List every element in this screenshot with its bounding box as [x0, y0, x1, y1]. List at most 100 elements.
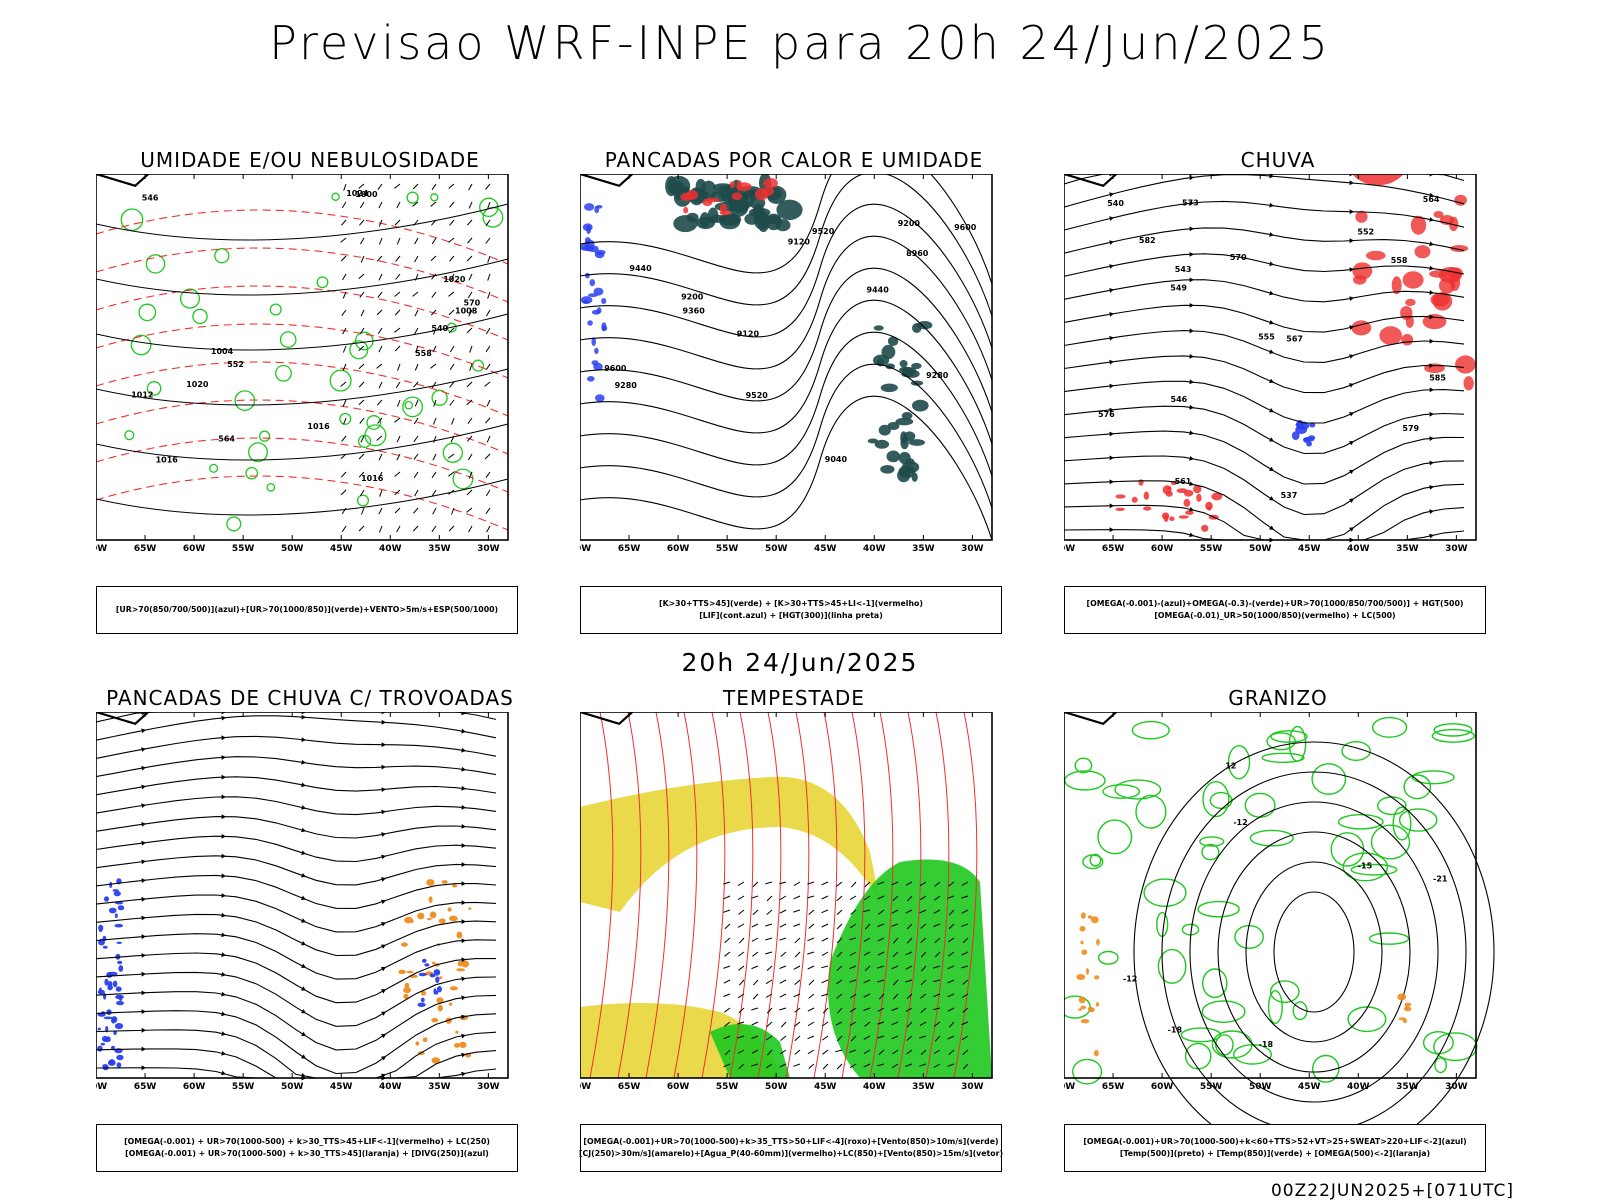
lon-tick-label: 40W	[1347, 544, 1370, 554]
streamline-arrow	[1109, 288, 1114, 293]
wind-vector	[340, 237, 347, 243]
streamline-arrow	[1429, 387, 1434, 393]
wind-vector	[396, 525, 401, 533]
wind-vector	[395, 255, 401, 262]
divergence-area	[116, 941, 122, 944]
streamline-arrow	[461, 976, 466, 982]
lon-tick-label: 40W	[379, 544, 402, 554]
humidity-contour	[349, 340, 369, 360]
wind-vector	[821, 895, 829, 900]
wind-vector	[821, 951, 829, 957]
rain-area-red	[1455, 355, 1476, 374]
lon-tick-label: 60W	[1151, 544, 1174, 554]
instability-area	[707, 207, 719, 224]
streamline-arrow	[141, 1046, 146, 1052]
omega-500-area	[1397, 993, 1407, 1001]
wind-vector	[466, 381, 473, 388]
wind-vector	[933, 965, 941, 969]
wind-vector	[808, 923, 815, 929]
streamline-arrow	[1349, 267, 1354, 272]
pressure-contour	[96, 423, 509, 461]
streamline-arrow	[301, 941, 306, 946]
contour-label: 9600	[954, 223, 977, 232]
wind-vector	[891, 881, 899, 886]
wind-vector	[378, 201, 383, 209]
wind-vector	[752, 979, 759, 986]
wind-vector	[863, 895, 871, 901]
wind-vector	[779, 993, 787, 998]
streamline-arrow	[141, 784, 146, 790]
contour-label: 561	[1175, 477, 1192, 486]
wind-vector	[920, 979, 927, 986]
wind-vector	[751, 965, 759, 970]
wind-vector	[448, 489, 455, 495]
wind-vector	[933, 909, 941, 914]
wind-vector	[484, 381, 491, 387]
divergence-area	[435, 976, 440, 983]
thickness-contour	[96, 323, 509, 379]
wind-vector	[378, 453, 383, 461]
wind-vector	[360, 507, 365, 515]
streamline-arrow	[221, 991, 226, 997]
wind-vector	[906, 895, 913, 902]
wind-vector	[378, 219, 383, 227]
divergence-area	[433, 988, 437, 995]
streamline-850	[673, 712, 698, 1079]
streamline-arrow	[141, 878, 146, 883]
streamline	[1064, 405, 1465, 455]
streamline-arrow	[1429, 217, 1434, 222]
wind-vector	[359, 489, 365, 497]
wind-vector	[877, 923, 885, 927]
streamline-arrow	[1189, 353, 1194, 359]
wind-vector	[486, 435, 491, 443]
streamline-arrow	[1189, 404, 1194, 410]
contour-label: 9200	[898, 219, 921, 228]
streamline-arrow	[1429, 338, 1434, 344]
wind-vector	[850, 881, 857, 888]
lon-tick-label: 40W	[379, 1082, 402, 1092]
pressure-contour	[96, 313, 509, 351]
thickness-contour	[96, 209, 509, 265]
streamline-arrow	[461, 805, 466, 810]
wind-vector	[396, 237, 401, 245]
streamline	[1064, 455, 1465, 516]
rain-area-red	[1454, 194, 1467, 206]
wind-vector	[738, 937, 745, 944]
wind-vector	[340, 489, 347, 496]
divergence-area	[420, 997, 425, 1003]
wind-vector	[947, 1007, 955, 1012]
panel-legend: [K>30+TTS>45](verde) + [K>30+TTS>45+LI<-…	[580, 586, 1002, 634]
wind-vector	[947, 1035, 955, 1040]
plot-frame	[96, 174, 509, 541]
divergence-area	[101, 1035, 108, 1042]
streamline-arrow	[141, 971, 146, 977]
wind-vector	[431, 219, 437, 226]
wind-vector	[877, 979, 885, 983]
streamline-arrow	[461, 766, 466, 772]
wind-vector	[822, 1063, 829, 1070]
wind-vector	[836, 937, 843, 944]
streamline-arrow	[461, 728, 466, 734]
wind-vector	[394, 183, 401, 189]
lon-tick-label: 70W	[96, 1082, 107, 1092]
wind-vector	[723, 993, 731, 997]
streamline-arrow	[1349, 383, 1354, 388]
rain-area-red	[1178, 515, 1189, 519]
streamline-arrow	[221, 952, 226, 958]
contour-label: 558	[1391, 256, 1408, 265]
streamline-arrow	[1349, 209, 1354, 215]
wind-vector	[961, 1035, 969, 1041]
lon-tick-label: 40W	[1347, 1082, 1370, 1092]
streamline-arrow	[381, 922, 386, 927]
divergence-area	[116, 1000, 124, 1006]
streamline-arrow	[381, 877, 386, 882]
instability-area	[873, 325, 884, 331]
streamline-arrow	[1429, 314, 1434, 320]
contour-label: 564	[218, 435, 235, 444]
wind-vector	[430, 309, 437, 316]
wind-vector	[486, 399, 491, 407]
streamline-arrow	[1349, 469, 1354, 475]
wind-vector	[431, 489, 437, 497]
wind-vector	[765, 937, 773, 941]
wind-vector	[779, 895, 787, 901]
